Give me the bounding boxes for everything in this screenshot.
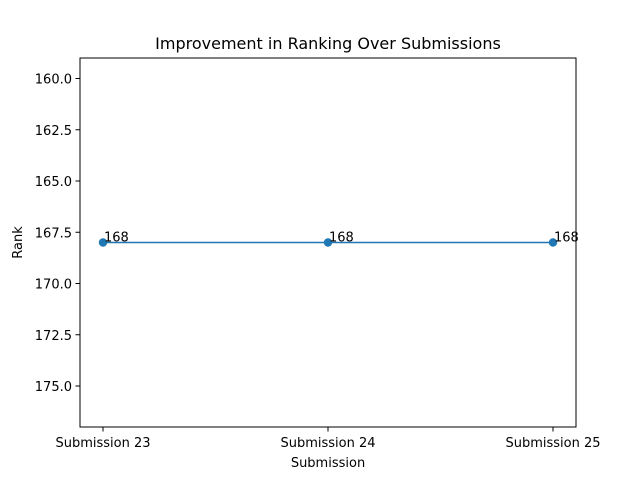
y-tick-label: 167.5 [35, 226, 72, 241]
y-tick-label: 160.0 [35, 73, 72, 88]
y-tick-label: 165.0 [35, 175, 72, 190]
x-tick-label: Submission 25 [505, 436, 600, 451]
y-axis: 160.0 162.5 165.0 167.5 170.0 172.5 175.0 [35, 73, 80, 395]
x-axis: Submission 23 Submission 24 Submission 25 [55, 427, 601, 451]
x-tick-label: Submission 24 [280, 436, 375, 451]
chart-title: Improvement in Ranking Over Submissions [155, 34, 501, 53]
y-tick-label: 170.0 [35, 278, 72, 293]
y-tick-label: 172.5 [35, 329, 72, 344]
data-point [323, 238, 333, 247]
y-tick-label: 175.0 [35, 380, 72, 395]
data-point [98, 238, 108, 247]
y-tick-label: 162.5 [35, 124, 72, 139]
y-axis-title: Rank [11, 226, 26, 259]
x-axis-title: Submission [291, 456, 365, 471]
data-point [548, 238, 558, 247]
data-label: 168 [554, 231, 579, 246]
data-label: 168 [104, 231, 129, 246]
x-tick-label: Submission 23 [55, 436, 150, 451]
series-group: 168 168 168 [98, 231, 579, 247]
data-label: 168 [329, 231, 354, 246]
